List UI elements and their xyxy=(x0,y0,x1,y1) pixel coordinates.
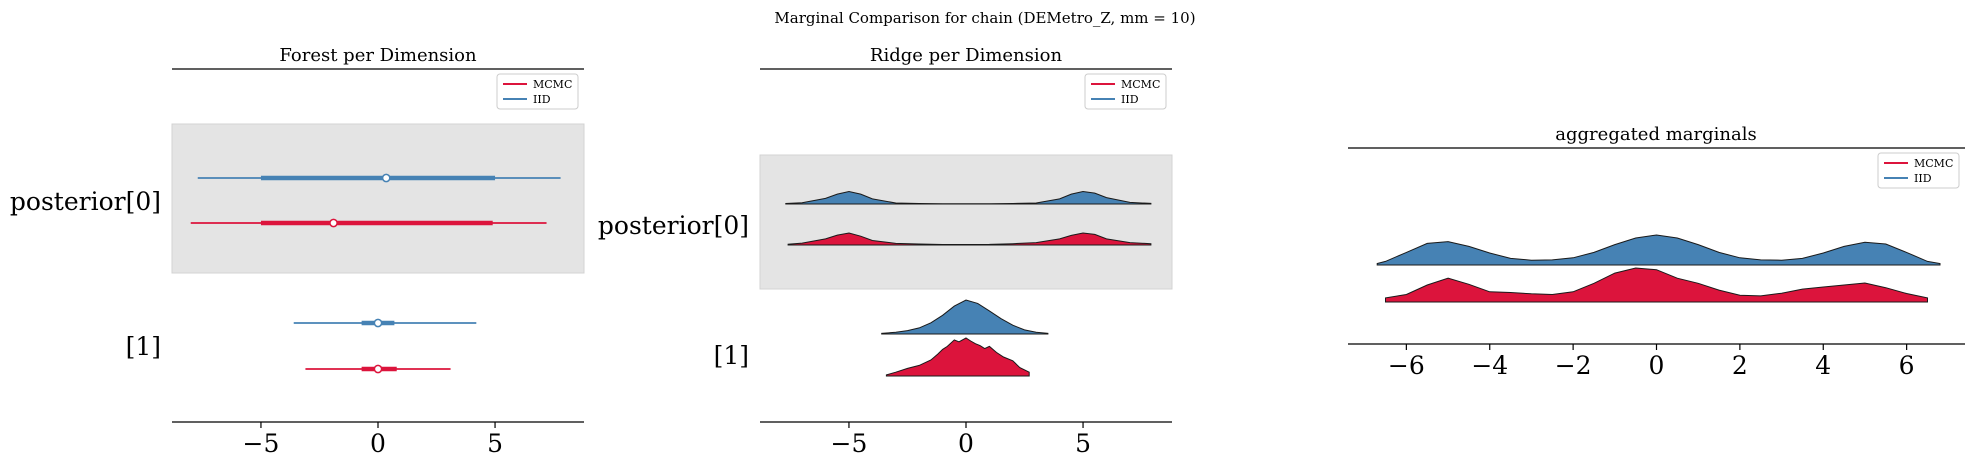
forest-row-label-posterior0: posterior[0] xyxy=(10,187,161,216)
aggregated-legend: MCMC IID xyxy=(1877,152,1960,189)
forest-iid-median-point xyxy=(373,318,383,328)
ridge-xtick-label: 0 xyxy=(958,429,974,458)
forest-row-label-1: [1] xyxy=(126,332,161,361)
ridge-row-band xyxy=(759,154,1173,290)
aggregated-legend-mcmc-label: MCMC xyxy=(1914,157,1953,170)
ridge-xtick-label: −5 xyxy=(831,429,868,458)
figure-title: Marginal Comparison for chain (DEMetro_Z… xyxy=(774,9,1195,27)
aggregated-xtick-label: 4 xyxy=(1815,351,1831,380)
forest-xtick-label: −5 xyxy=(243,429,280,458)
forest-iid-median-point xyxy=(381,173,391,183)
aggregated-xtick-label: −4 xyxy=(1471,351,1508,380)
forest-legend: MCMC IID xyxy=(496,73,579,110)
ridge-iid-density-area xyxy=(881,299,1049,335)
ridge-panel-title: Ridge per Dimension xyxy=(870,45,1063,66)
aggregated-mcmc-density-area xyxy=(1385,267,1928,303)
ridge-legend-mcmc-label: MCMC xyxy=(1121,78,1160,91)
ridge-mcmc-density-area xyxy=(885,337,1030,377)
aggregated-panel-title: aggregated marginals xyxy=(1555,124,1756,145)
ridge-mcmc-density-area xyxy=(787,232,1152,246)
forest-panel-title: Forest per Dimension xyxy=(279,45,477,66)
forest-mcmc-median-point xyxy=(329,218,338,228)
forest-xtick-label: 5 xyxy=(487,429,503,458)
aggregated-legend-frame xyxy=(1877,152,1960,189)
aggregated-xtick-label: 6 xyxy=(1899,351,1915,380)
forest-panel: Forest per Dimension posterior[0] [1] −5… xyxy=(10,45,585,458)
aggregated-xtick-label: 0 xyxy=(1649,351,1665,380)
aggregated-legend-iid-label: IID xyxy=(1914,172,1932,185)
ridge-row-label-posterior0: posterior[0] xyxy=(598,211,749,240)
aggregated-xtick-label: −6 xyxy=(1388,351,1425,380)
aggregated-xtick-label: −2 xyxy=(1555,351,1592,380)
aggregated-panel: aggregated marginals −6 −4 −2 0 2 4 6 MCMC IID xyxy=(1348,124,1965,380)
forest-legend-mcmc-label: MCMC xyxy=(533,78,572,91)
forest-xtick-label: 0 xyxy=(370,429,386,458)
ridge-legend: MCMC IID xyxy=(1084,73,1167,110)
forest-row-band xyxy=(171,123,585,274)
forest-legend-frame xyxy=(496,73,579,110)
forest-mcmc-median-point xyxy=(373,364,383,374)
ridge-legend-frame xyxy=(1084,73,1167,110)
ridge-legend-iid-label: IID xyxy=(1121,93,1139,106)
aggregated-xtick-label: 2 xyxy=(1732,351,1748,380)
ridge-row-label-1: [1] xyxy=(714,341,749,370)
ridge-iid-density-area xyxy=(785,190,1152,205)
forest-legend-iid-label: IID xyxy=(533,93,551,106)
ridge-panel: Ridge per Dimension posterior[0] [1] −5 0… xyxy=(598,45,1173,458)
aggregated-iid-density-area xyxy=(1376,234,1941,266)
ridge-xtick-label: 5 xyxy=(1075,429,1091,458)
